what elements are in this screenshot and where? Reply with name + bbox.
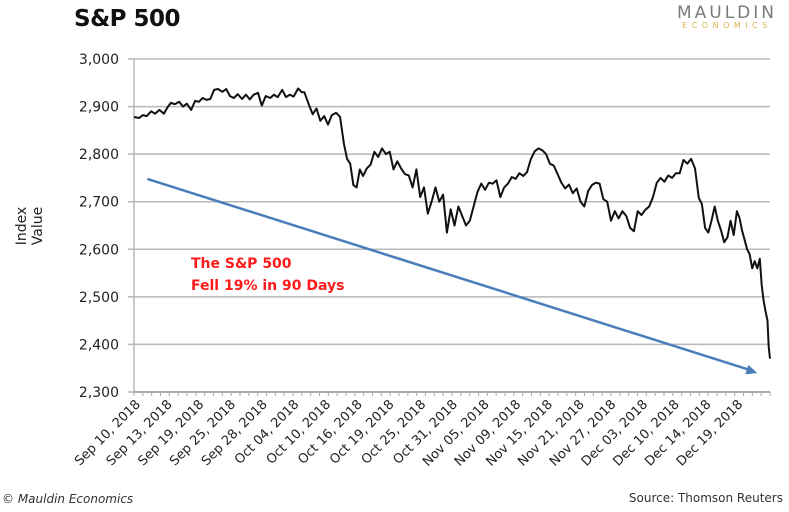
logo-wordmark-top: MAULDIN [676,3,777,23]
series-group [133,87,771,359]
y-tick-label: 3,000 [79,52,119,68]
y-tick-label: 2,800 [79,147,119,163]
y-tick-label: 2,500 [79,290,119,306]
annotation-line-1: The S&P 500 [191,256,292,272]
trend-arrow-head [745,364,758,375]
y-axis-ticks: 2,300 2,400 2,500 2,600 2,700 2,800 2,900 3,000 [79,52,119,401]
mauldin-logo: MAULDIN ECONOMICS [677,4,777,30]
y-tick-label: 2,600 [79,242,119,258]
y-tick-label: 2,300 [79,385,119,401]
y-tick-label: 2,900 [79,100,119,116]
chart-title: S&P 500 [74,6,181,32]
y-tick-label: 2,700 [79,195,119,211]
logo-wordmark-bottom: ECONOMICS [682,21,772,30]
trend-arrow-line [146,177,752,372]
trend-arrow-group [146,177,758,375]
annotation-line-2: Fell 19% in 90 Days [191,278,344,294]
copyright-text: © Mauldin Economics [2,492,134,506]
y-tick-label: 2,400 [79,337,119,353]
source-text: Source: Thomson Reuters [628,491,783,505]
series-line-sp500 [133,87,771,359]
annotation-group: The S&P 500 Fell 19% in 90 Days [191,256,344,294]
x-axis [133,59,771,396]
